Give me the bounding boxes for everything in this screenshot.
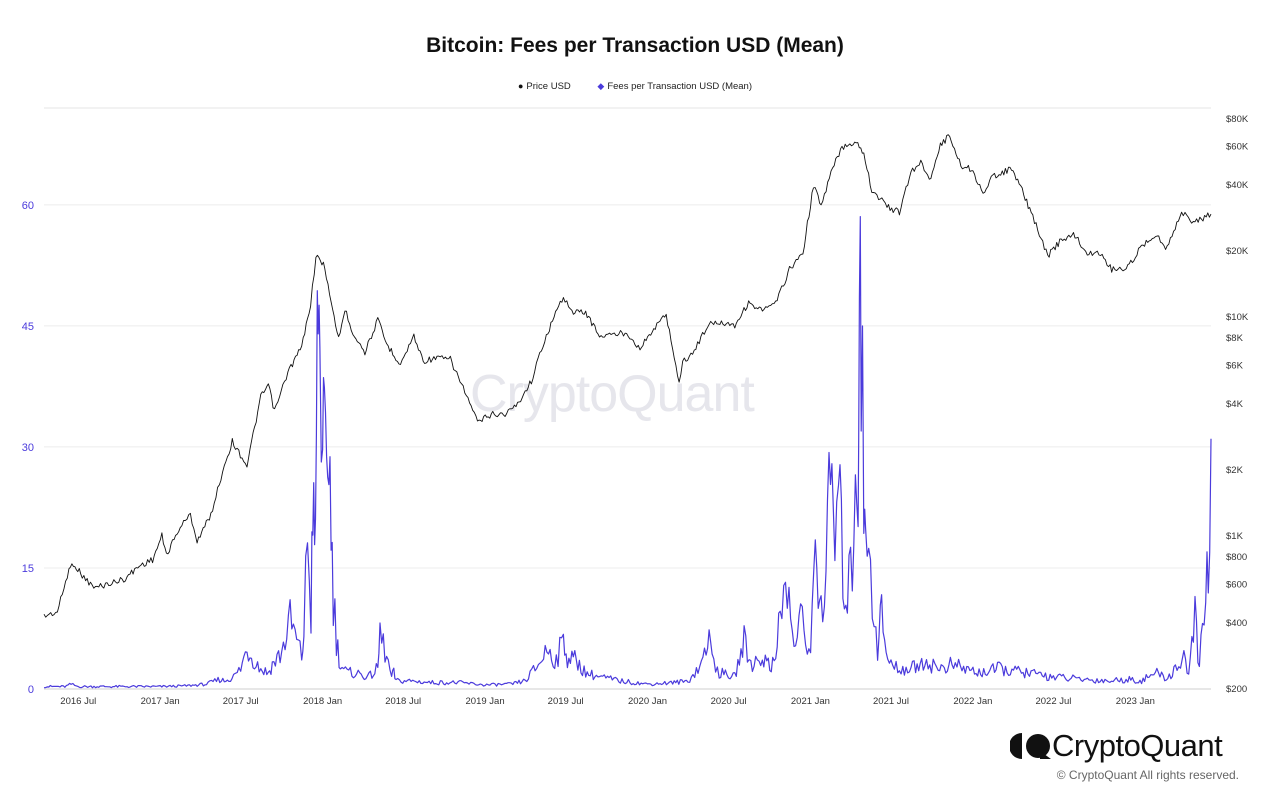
y-right-tick-label: $20K [1226,246,1249,257]
brand-logo: CryptoQuant [1010,728,1223,764]
chart-legend: ● Price USD ◆ Fees per Transaction USD (Me… [0,81,1270,92]
y-right-tick-label: $60K [1226,142,1249,153]
y-right-tick-label: $1K [1226,531,1244,542]
y-left-tick-label: 0 [28,684,34,696]
chart-watermark: CryptoQuant [470,365,755,423]
y-right-tick-label: $200 [1226,684,1247,695]
price-usd-line [43,134,1212,618]
y-left-tick-label: 45 [22,321,34,333]
x-tick-label: 2017 Jul [223,696,259,707]
cryptoquant-logo-icon [1010,733,1051,759]
y-left-tick-label: 60 [22,200,34,212]
x-tick-label: 2022 Jul [1035,696,1071,707]
brand-name: CryptoQuant [1052,728,1223,763]
legend-price-marker: ● [517,81,524,91]
y-right-tick-label: $80K [1226,114,1249,125]
series-layer [43,134,1212,689]
chart-title: Bitcoin: Fees per Transaction USD (Mean) [426,34,844,57]
x-axis: 2016 Jul 2017 Jan 2017 Jul 2018 Jan 2018 Jul… [60,696,1155,707]
legend-fees-marker: ◆ [597,81,605,91]
y-left-tick-label: 15 [22,563,34,575]
y-right-tick-label: $400 [1226,618,1247,629]
x-tick-label: 2021 Jul [873,696,909,707]
x-tick-label: 2019 Jul [548,696,584,707]
y-right-tick-label: $10K [1226,312,1249,323]
y-axis-left: 0 15 30 45 60 [22,200,34,696]
x-tick-label: 2019 Jan [466,696,505,707]
x-tick-label: 2018 Jan [303,696,342,707]
y-right-tick-label: $4K [1226,399,1244,410]
legend-price-label: Price USD [526,81,571,92]
legend-item-price[interactable]: ● Price USD [518,81,571,92]
grid-lines [44,107,1211,690]
y-left-tick-label: 30 [22,442,34,454]
y-right-tick-label: $40K [1226,180,1249,191]
y-axis-right: $200 $400 $600 $800 $1K $2K $4K $6K $8K $10K $20K $… [1226,114,1249,695]
x-tick-label: 2018 Jul [385,696,421,707]
x-tick-label: 2016 Jul [60,696,96,707]
x-tick-label: 2021 Jan [791,696,830,707]
y-right-tick-label: $600 [1226,580,1247,591]
x-tick-label: 2017 Jan [141,696,180,707]
legend-item-fees[interactable]: ◆ Fees per Transaction USD (Mean) [597,81,752,92]
x-tick-label: 2023 Jan [1116,696,1155,707]
copyright-text: © CryptoQuant All rights reserved. [1056,768,1239,782]
y-right-tick-label: $8K [1226,333,1244,344]
y-right-tick-label: $2K [1226,465,1244,476]
x-tick-label: 2022 Jan [953,696,992,707]
y-right-tick-label: $800 [1226,552,1247,563]
legend-fees-label: Fees per Transaction USD (Mean) [607,81,752,92]
x-tick-label: 2020 Jul [711,696,747,707]
x-tick-label: 2020 Jan [628,696,667,707]
y-right-tick-label: $6K [1226,361,1244,372]
fees-per-transaction-line [43,216,1212,689]
